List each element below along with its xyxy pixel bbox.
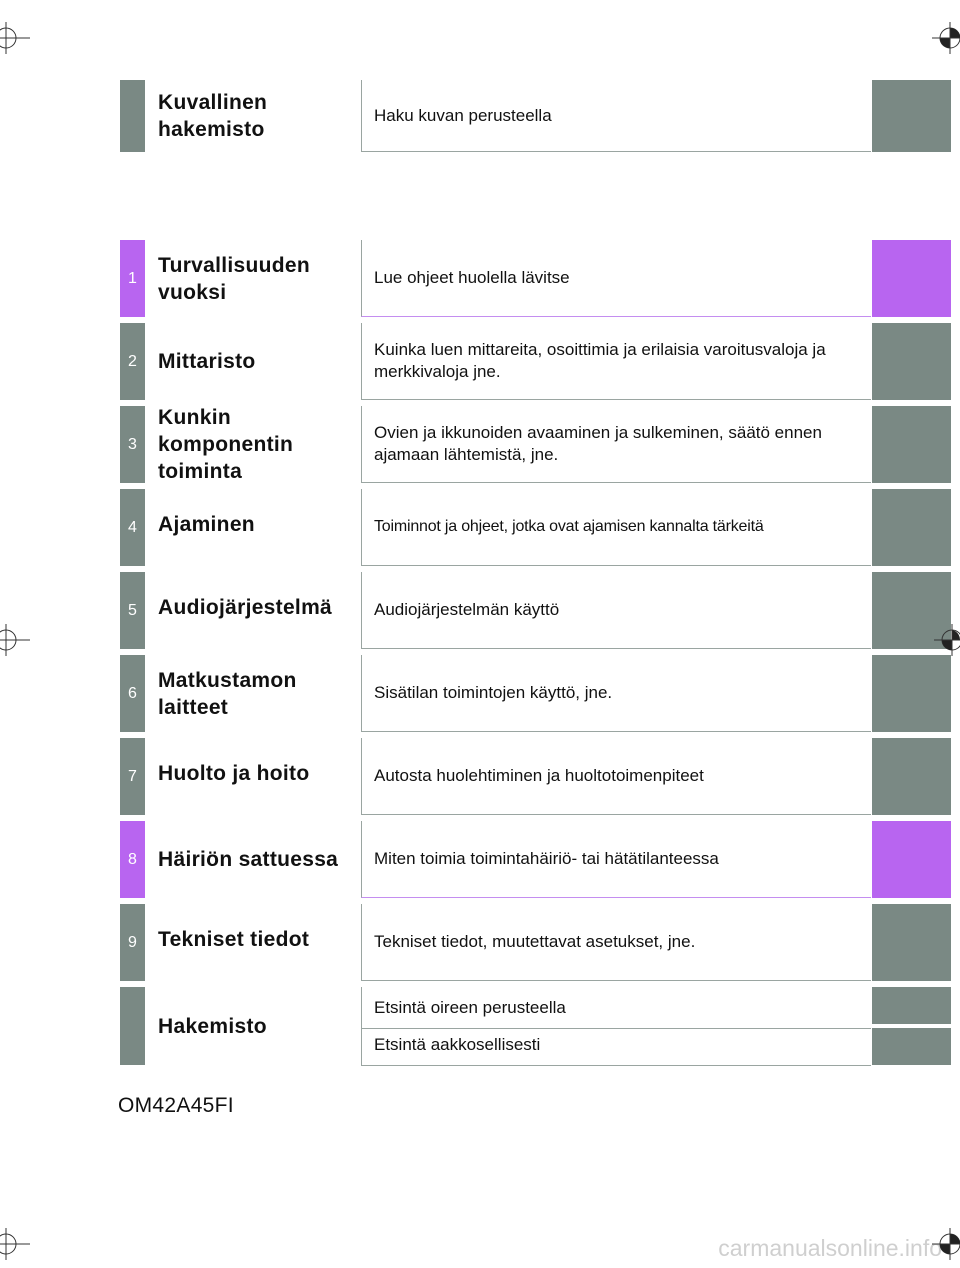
section-row-1[interactable]: 1 Turvallisuuden vuoksi Lue ohjeet huole… [120, 240, 951, 317]
section-tab-right [872, 904, 951, 981]
section-title: Kuvallinen hakemisto [158, 91, 268, 141]
section-tab-left [120, 80, 145, 152]
section-description: Audiojärjestelmän käyttö [361, 572, 871, 649]
crop-mark-left-middle [0, 624, 30, 656]
crop-mark-bottom-left [0, 1228, 30, 1260]
crop-mark-right-middle [934, 624, 960, 656]
section-number: 2 [120, 323, 145, 400]
section-title: Ajaminen [158, 513, 255, 536]
section-description: Haku kuvan perusteella [361, 80, 871, 152]
manual-code: OM42A45FI [118, 1094, 234, 1117]
index-row[interactable]: Hakemisto Etsintä oireen perusteella Ets… [120, 987, 951, 1066]
section-title: Tekniset tiedot [158, 928, 310, 951]
section-tab-right [872, 323, 951, 400]
section-description: Tekniset tiedot, muutettavat asetukset, … [361, 904, 871, 981]
crop-mark-top-right [932, 22, 960, 54]
section-tab-right [872, 80, 951, 152]
section-description: Autosta huolehtiminen ja huoltotoimenpit… [361, 738, 871, 815]
crop-mark-bottom-right [932, 1228, 960, 1260]
section-tab-right [872, 655, 951, 732]
section-row-5[interactable]: 5 Audiojärjestelmä Audiojärjestelmän käy… [120, 572, 951, 649]
section-number: 4 [120, 489, 145, 566]
section-tab-left [120, 987, 145, 1065]
watermark: carmanualsonline.info [718, 1235, 942, 1261]
section-description: Miten toimia toimintahäiriö- tai hätätil… [361, 821, 871, 898]
section-description: Ovien ja ikkunoiden avaaminen ja sulkemi… [361, 406, 871, 483]
section-number: 5 [120, 572, 145, 649]
section-tab-right [872, 1028, 951, 1065]
section-title: Häiriön sattuessa [158, 848, 339, 871]
section-title: Huolto ja hoito [158, 762, 310, 785]
section-description: Toiminnot ja ohjeet, jotka ovat ajamisen… [361, 489, 871, 566]
section-title: Hakemisto [158, 1014, 267, 1038]
section-tab-right [872, 489, 951, 566]
section-row-2[interactable]: 2 Mittaristo Kuinka luen mittareita, oso… [120, 323, 951, 400]
section-title: Matkustamon laitteet [158, 668, 297, 719]
section-row-4[interactable]: 4 Ajaminen Toiminnot ja ohjeet, jotka ov… [120, 489, 951, 566]
crop-mark-top-left [0, 22, 30, 54]
section-description: Sisätilan toimintojen käyttö, jne. [361, 655, 871, 732]
section-tab-right [872, 572, 951, 649]
section-title: Mittaristo [158, 350, 256, 373]
section-tab-right [872, 987, 951, 1024]
section-number: 1 [120, 240, 145, 317]
section-tab-right [872, 240, 951, 317]
section-row-6[interactable]: 6 Matkustamon laitteet Sisätilan toimint… [120, 655, 951, 732]
section-title: Kunkin komponentin toiminta [158, 406, 294, 483]
section-number: 8 [120, 821, 145, 898]
section-number: 7 [120, 738, 145, 815]
section-row-7[interactable]: 7 Huolto ja hoito Autosta huolehtiminen … [120, 738, 951, 815]
section-title: Turvallisuuden vuoksi [158, 253, 310, 304]
section-description: Lue ohjeet huolella lävitse [361, 240, 871, 317]
section-number: 3 [120, 406, 145, 483]
section-row-3[interactable]: 3 Kunkin komponentin toiminta Ovien ja i… [120, 406, 951, 483]
section-number: 9 [120, 904, 145, 981]
picture-index-row[interactable]: Kuvallinen hakemisto Haku kuvan perustee… [120, 80, 951, 152]
section-description: Kuinka luen mittareita, osoittimia ja er… [361, 323, 871, 400]
section-tab-right [872, 406, 951, 483]
section-row-8[interactable]: 8 Häiriön sattuessa Miten toimia toimint… [120, 821, 951, 898]
index-item-alphabetical[interactable]: Etsintä aakkosellisesti [361, 1024, 871, 1066]
section-tab-right [872, 821, 951, 898]
section-number: 6 [120, 655, 145, 732]
section-title: Audiojärjestelmä [158, 596, 333, 619]
section-tab-right [872, 738, 951, 815]
index-item-symptom[interactable]: Etsintä oireen perusteella [361, 987, 871, 1029]
section-row-9[interactable]: 9 Tekniset tiedot Tekniset tiedot, muute… [120, 904, 951, 981]
